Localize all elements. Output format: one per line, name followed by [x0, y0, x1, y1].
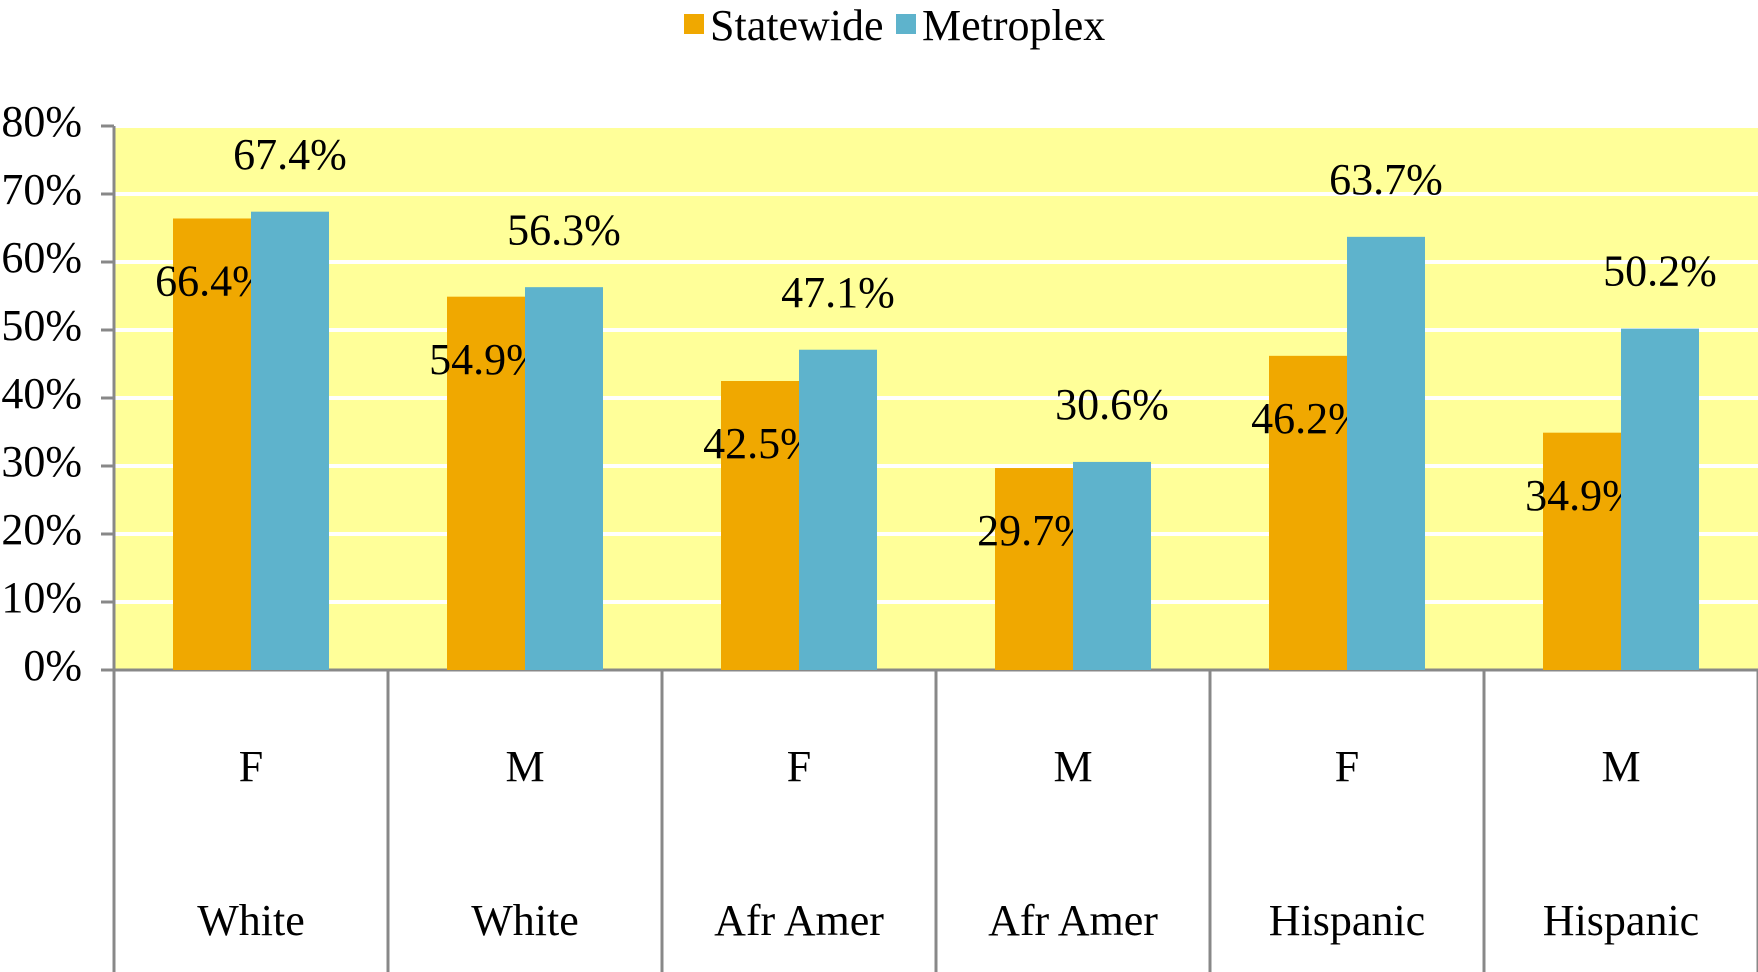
x-group-label: Afr Amer — [714, 896, 884, 945]
x-tick-label: F — [787, 742, 811, 791]
bar — [173, 218, 251, 671]
legend-swatch — [684, 14, 704, 34]
legend-label: Statewide — [710, 1, 884, 50]
y-tick-label: 0% — [23, 641, 82, 690]
data-label: 54.9% — [429, 335, 543, 384]
data-label: 30.6% — [1055, 380, 1169, 429]
y-tick-label: 40% — [1, 369, 82, 418]
x-tick-label: M — [1053, 742, 1092, 791]
x-tick-label: F — [1335, 742, 1359, 791]
legend-label: Metroplex — [922, 1, 1105, 50]
y-tick-label: 70% — [1, 165, 82, 214]
x-tick-label: M — [1601, 742, 1640, 791]
x-tick-label: F — [239, 742, 263, 791]
data-label: 42.5% — [703, 419, 817, 468]
x-tick-label: M — [505, 742, 544, 791]
y-tick-label: 30% — [1, 437, 82, 486]
data-label: 50.2% — [1603, 247, 1717, 296]
data-label: 46.2% — [1251, 394, 1365, 443]
data-label: 66.4% — [155, 257, 269, 306]
bar — [1621, 328, 1699, 670]
bar — [1347, 236, 1425, 670]
data-label: 34.9% — [1525, 471, 1639, 520]
data-label: 47.1% — [781, 268, 895, 317]
legend-swatch — [896, 14, 916, 34]
data-label: 29.7% — [977, 506, 1091, 555]
bar — [995, 468, 1073, 670]
x-group-label: Hispanic — [1543, 896, 1699, 945]
y-tick-label: 10% — [1, 573, 82, 622]
bar — [799, 349, 877, 670]
bar — [525, 287, 603, 670]
bar — [1543, 432, 1621, 670]
bar — [721, 381, 799, 670]
y-tick-label: 80% — [1, 97, 82, 146]
bar — [251, 211, 329, 670]
bar — [1269, 355, 1347, 670]
data-label: 67.4% — [233, 130, 347, 179]
y-tick-label: 60% — [1, 233, 82, 282]
x-group-label: Hispanic — [1269, 896, 1425, 945]
x-group-label: Afr Amer — [988, 896, 1158, 945]
data-label: 56.3% — [507, 205, 621, 254]
y-tick-label: 50% — [1, 301, 82, 350]
bar — [1073, 461, 1151, 670]
x-group-label: White — [471, 896, 579, 945]
y-tick-label: 20% — [1, 505, 82, 554]
data-label: 63.7% — [1329, 155, 1443, 204]
x-group-label: White — [197, 896, 305, 945]
bar — [447, 296, 525, 670]
